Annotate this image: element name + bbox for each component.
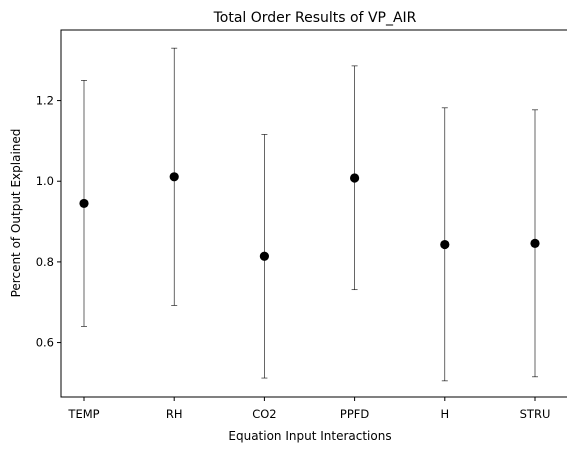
y-axis-label: Percent of Output Explained [9, 129, 23, 298]
x-tick-label-ppfd: PPFD [340, 407, 369, 421]
x-tick-label-co2: CO2 [252, 407, 276, 421]
x-tick-label-h: H [440, 407, 449, 421]
data-point-temp [79, 198, 89, 209]
data-point-ppfd [350, 173, 360, 183]
plot-area [79, 47, 540, 382]
chart-title: Total Order Results of VP_AIR [213, 10, 417, 26]
x-tick-label-rh: RH [166, 407, 183, 421]
y-tick-label-0-8: 0.8 [36, 255, 54, 269]
x-axis-label: Equation Input Interactions [228, 429, 391, 443]
data-point-co2 [259, 251, 269, 261]
y-axis: 0.6 0.8 1.0 1.2 [36, 94, 61, 350]
y-tick-label-1-2: 1.2 [36, 94, 54, 108]
data-point-h [440, 239, 450, 250]
x-tick-label-temp: TEMP [67, 407, 99, 421]
x-tick-label-stru: STRU [520, 407, 551, 421]
data-point-rh [169, 172, 179, 182]
y-tick-label-1: 1.0 [36, 174, 54, 188]
y-tick-label-0-6: 0.6 [36, 336, 54, 350]
axes-frame [60, 29, 567, 398]
x-axis: TEMP RH CO2 PPFD H STRU [67, 397, 550, 421]
data-point-stru [530, 238, 540, 248]
